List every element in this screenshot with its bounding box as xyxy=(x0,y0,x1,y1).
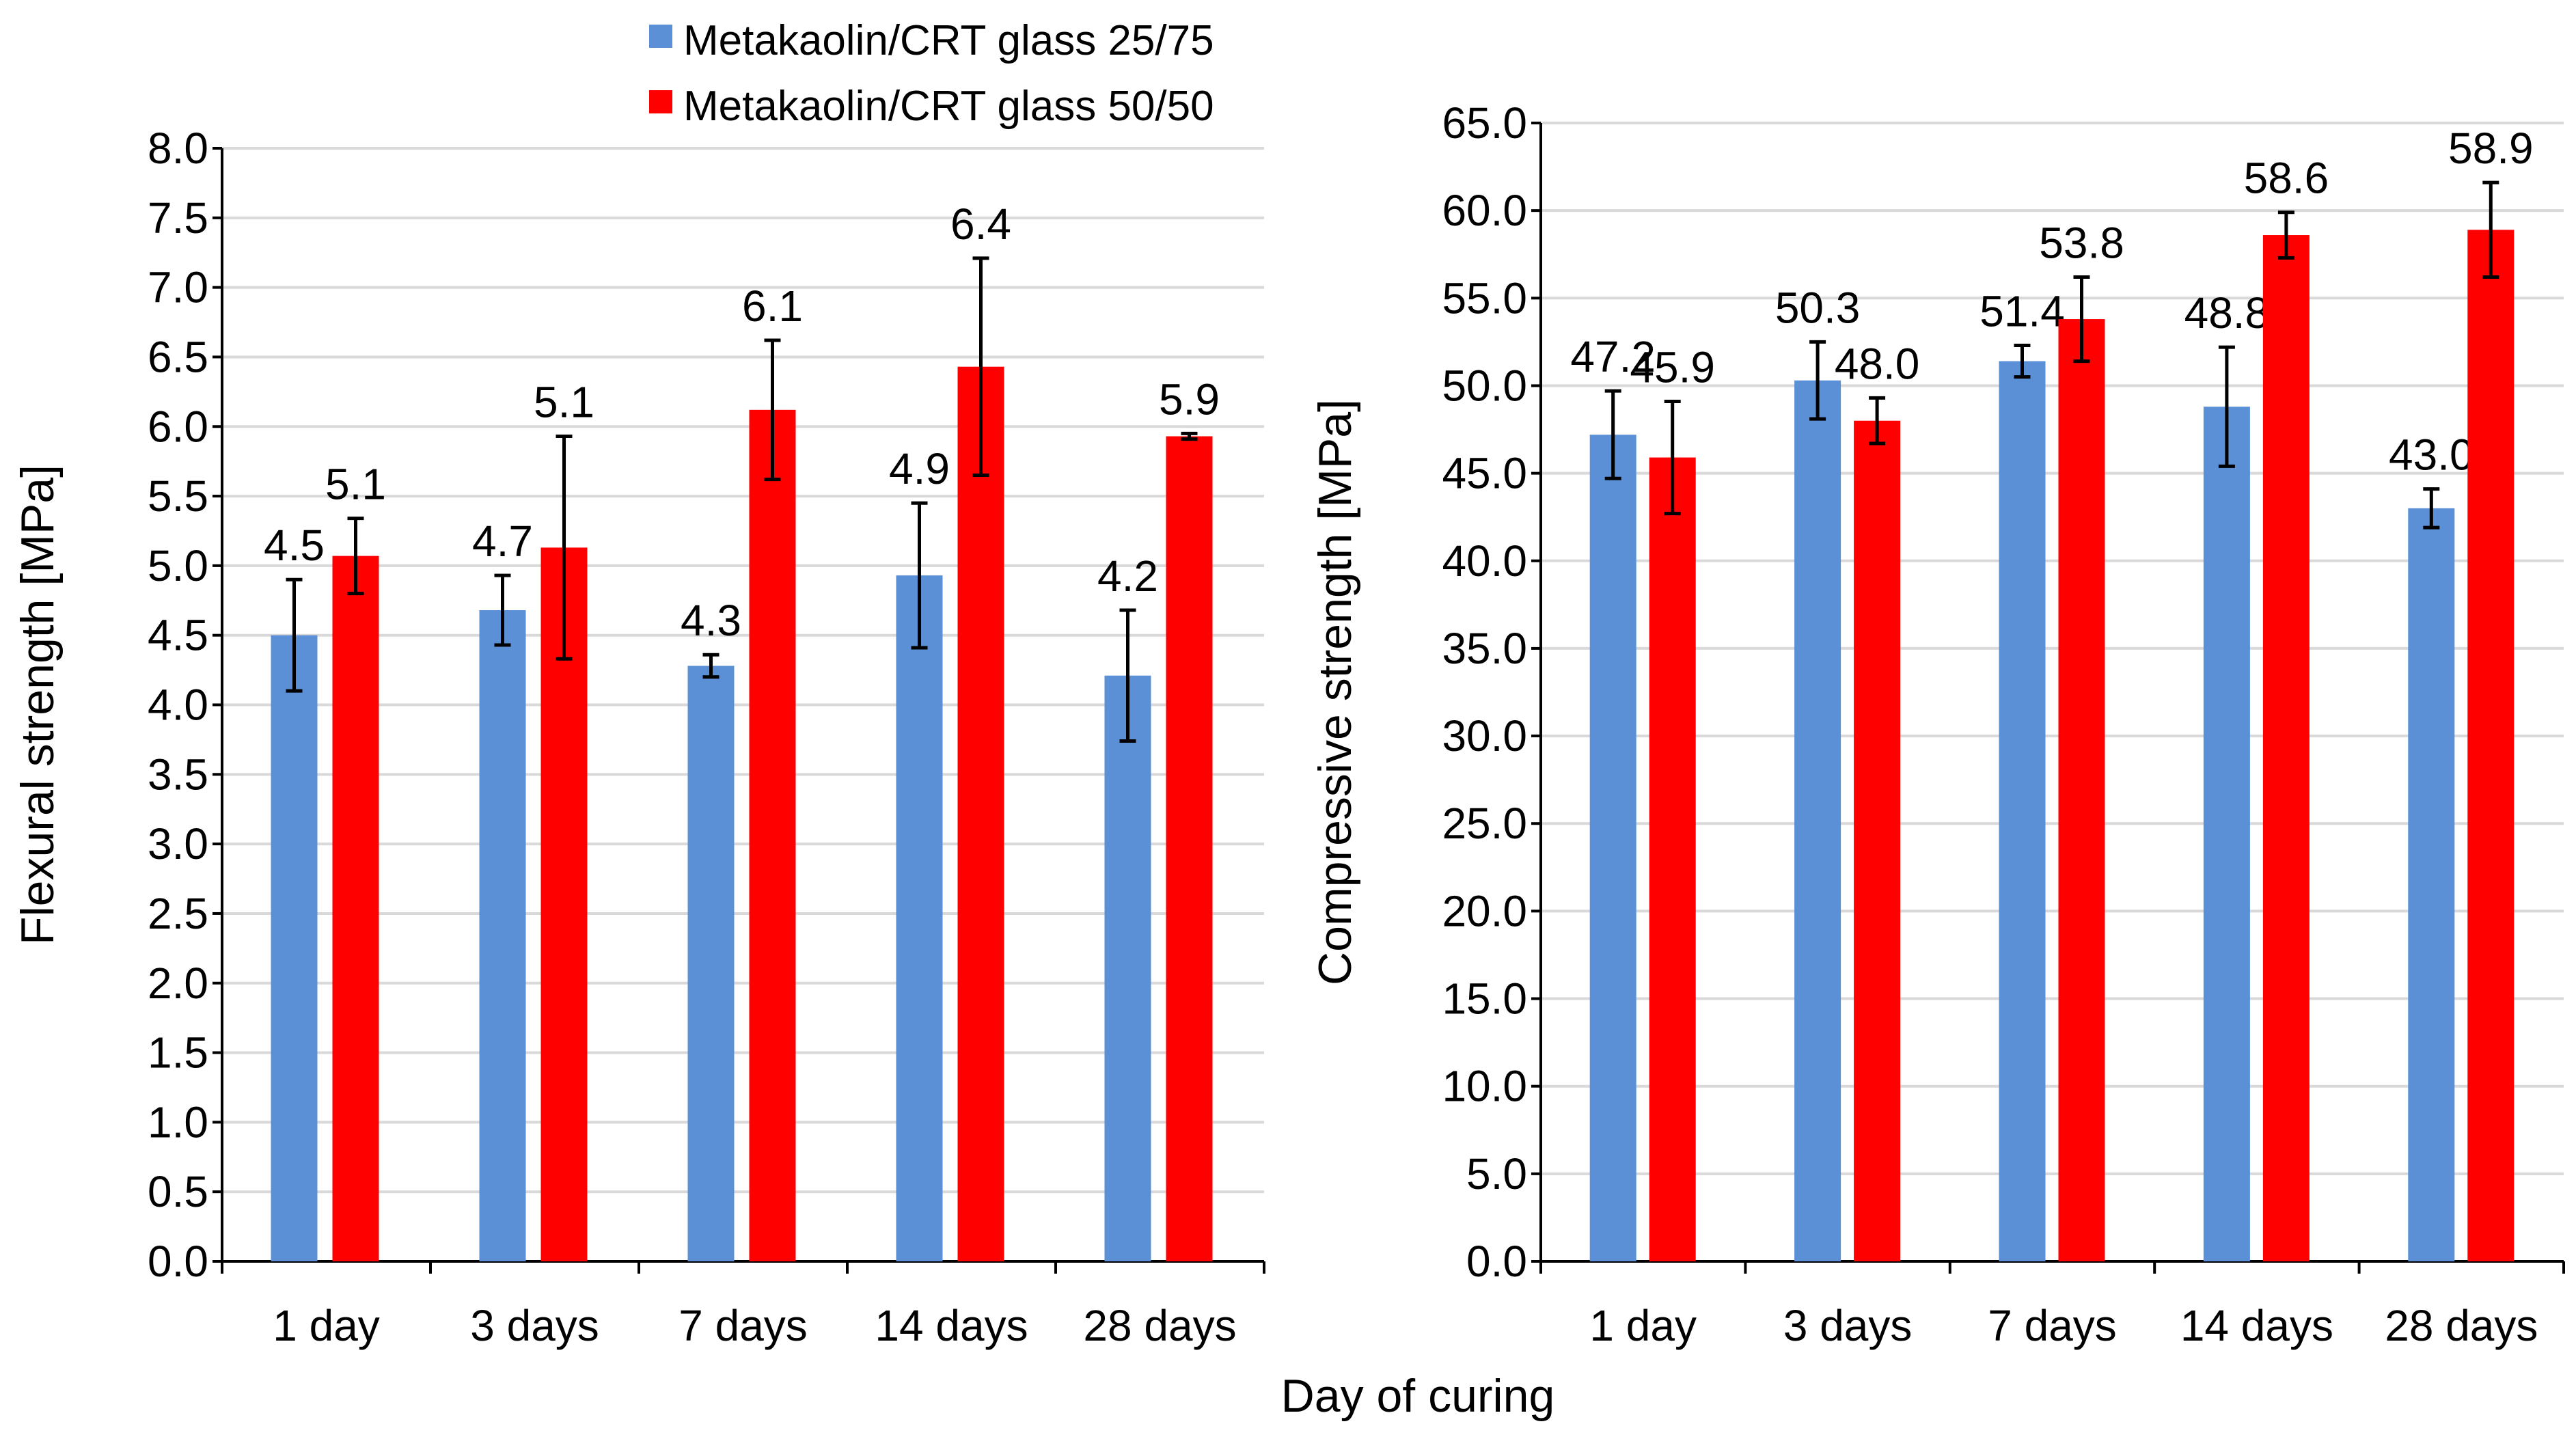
y-tick-label: 5.5 xyxy=(148,471,208,521)
bar-series-b xyxy=(1649,457,1696,1262)
y-tick-label: 45.0 xyxy=(1442,449,1527,498)
data-label: 51.4 xyxy=(1979,287,2065,336)
data-label: 48.8 xyxy=(2184,288,2270,338)
y-tick-label: 35.0 xyxy=(1442,624,1527,673)
y-tick-label: 6.5 xyxy=(148,332,208,381)
y-tick-label: 7.0 xyxy=(148,263,208,312)
y-tick-label: 0.0 xyxy=(148,1237,208,1286)
flexural-strength-chart: 0.0 0.5 1.0 1.5 2.0 2.5 3.0 3.5 4.0 4.5 5.0 5.5 6.0 6… xyxy=(12,124,1265,1350)
data-label: 6.4 xyxy=(950,200,1011,249)
data-label: 4.3 xyxy=(681,596,741,645)
bar-series-a xyxy=(1999,361,2046,1261)
bar-series-b xyxy=(749,409,796,1262)
x-category-label: 14 days xyxy=(2180,1301,2333,1350)
bar-series-a xyxy=(479,610,526,1261)
y-tick-label: 10.0 xyxy=(1442,1062,1527,1111)
data-label: 43.0 xyxy=(2389,430,2474,480)
legend-swatch-series-a xyxy=(649,25,672,48)
bar-series-b xyxy=(957,366,1004,1262)
data-label: 58.9 xyxy=(2448,124,2534,173)
bar-series-b xyxy=(1166,436,1213,1262)
y-tick-label: 60.0 xyxy=(1442,186,1527,235)
y-tick-label: 0.5 xyxy=(148,1167,208,1216)
y-tick-label: 2.0 xyxy=(148,959,208,1008)
x-category-label: 1 day xyxy=(1589,1301,1697,1350)
data-label: 4.5 xyxy=(264,521,325,570)
x-category-label: 3 days xyxy=(470,1301,599,1350)
x-category-label: 3 days xyxy=(1783,1301,1913,1350)
x-category-label: 7 days xyxy=(679,1301,808,1350)
y-tick-label: 5.0 xyxy=(148,541,208,590)
bar-series-a xyxy=(1104,675,1151,1261)
legend-swatch-series-b xyxy=(649,90,672,113)
y-tick-label: 3.5 xyxy=(148,750,208,799)
bar-series-a xyxy=(2203,407,2250,1261)
y-tick-label: 55.0 xyxy=(1442,273,1527,323)
x-category-label: 14 days xyxy=(875,1301,1028,1350)
bar-series-a xyxy=(271,635,318,1261)
data-label: 45.9 xyxy=(1630,343,1715,392)
legend-label-series-b: Metakaolin/CRT glass 50/50 xyxy=(683,83,1214,130)
data-label: 4.9 xyxy=(889,444,950,493)
y-tick-label: 65.0 xyxy=(1442,98,1527,148)
y-tick-label: 3.0 xyxy=(148,819,208,868)
bar-series-b xyxy=(2058,319,2105,1262)
y-tick-label: 4.5 xyxy=(148,611,208,660)
x-category-label: 28 days xyxy=(2385,1301,2538,1350)
x-category-label: 7 days xyxy=(1988,1301,2117,1350)
legend: Metakaolin/CRT glass 25/75 Metakaolin/CR… xyxy=(649,17,1214,130)
bar-series-b xyxy=(540,547,588,1261)
y-tick-label: 25.0 xyxy=(1442,799,1527,848)
y-tick-label: 7.5 xyxy=(148,193,208,243)
data-label: 5.9 xyxy=(1159,374,1220,424)
y-axis-title: Flexural strength [MPa] xyxy=(12,465,64,945)
bar-series-a xyxy=(896,575,943,1261)
y-axis-title: Compressive strength [MPa] xyxy=(1309,399,1361,985)
shared-x-axis-title: Day of curing xyxy=(1281,1370,1555,1422)
data-label: 53.8 xyxy=(2039,219,2124,268)
bar-series-b xyxy=(1854,420,1901,1261)
bar-series-a xyxy=(1794,380,1841,1262)
y-tick-label: 6.0 xyxy=(148,402,208,451)
data-label: 5.1 xyxy=(325,460,386,509)
y-tick-label: 1.5 xyxy=(148,1028,208,1078)
y-tick-label: 0.0 xyxy=(1466,1237,1527,1286)
y-tick-label: 8.0 xyxy=(148,124,208,173)
data-label: 50.3 xyxy=(1775,283,1861,332)
y-tick-label: 15.0 xyxy=(1442,974,1527,1024)
data-label: 47.2 xyxy=(1570,332,1656,381)
x-category-label: 28 days xyxy=(1083,1301,1236,1350)
data-label: 58.6 xyxy=(2244,154,2329,203)
bar-series-b xyxy=(2467,230,2515,1262)
bar-series-b xyxy=(2262,235,2310,1262)
y-tick-label: 50.0 xyxy=(1442,361,1527,410)
y-tick-label: 40.0 xyxy=(1442,536,1527,586)
data-label: 48.0 xyxy=(1835,339,1920,388)
data-label: 5.1 xyxy=(534,378,594,427)
bar-series-b xyxy=(332,556,379,1261)
bar-series-a xyxy=(1589,435,1636,1261)
legend-label-series-a: Metakaolin/CRT glass 25/75 xyxy=(683,17,1214,64)
compressive-strength-chart: 0.0 5.0 10.0 15.0 20.0 25.0 30.0 35.0 40.0 45.0 50… xyxy=(1309,98,2565,1350)
y-tick-label: 2.5 xyxy=(148,889,208,938)
y-tick-label: 1.0 xyxy=(148,1097,208,1147)
data-label: 6.1 xyxy=(742,282,803,331)
y-tick-label: 4.0 xyxy=(148,681,208,730)
bar-series-a xyxy=(2408,508,2455,1261)
y-tick-label: 5.0 xyxy=(1466,1149,1527,1198)
x-category-label: 1 day xyxy=(273,1301,380,1350)
data-label: 4.7 xyxy=(472,517,533,566)
y-tick-label: 30.0 xyxy=(1442,711,1527,760)
data-label: 4.2 xyxy=(1097,551,1158,601)
bar-series-a xyxy=(687,666,735,1261)
y-tick-label: 20.0 xyxy=(1442,886,1527,935)
